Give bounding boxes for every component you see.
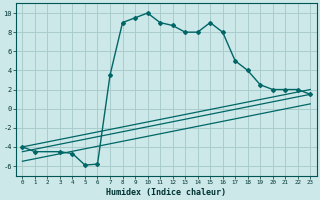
X-axis label: Humidex (Indice chaleur): Humidex (Indice chaleur)	[106, 188, 226, 197]
